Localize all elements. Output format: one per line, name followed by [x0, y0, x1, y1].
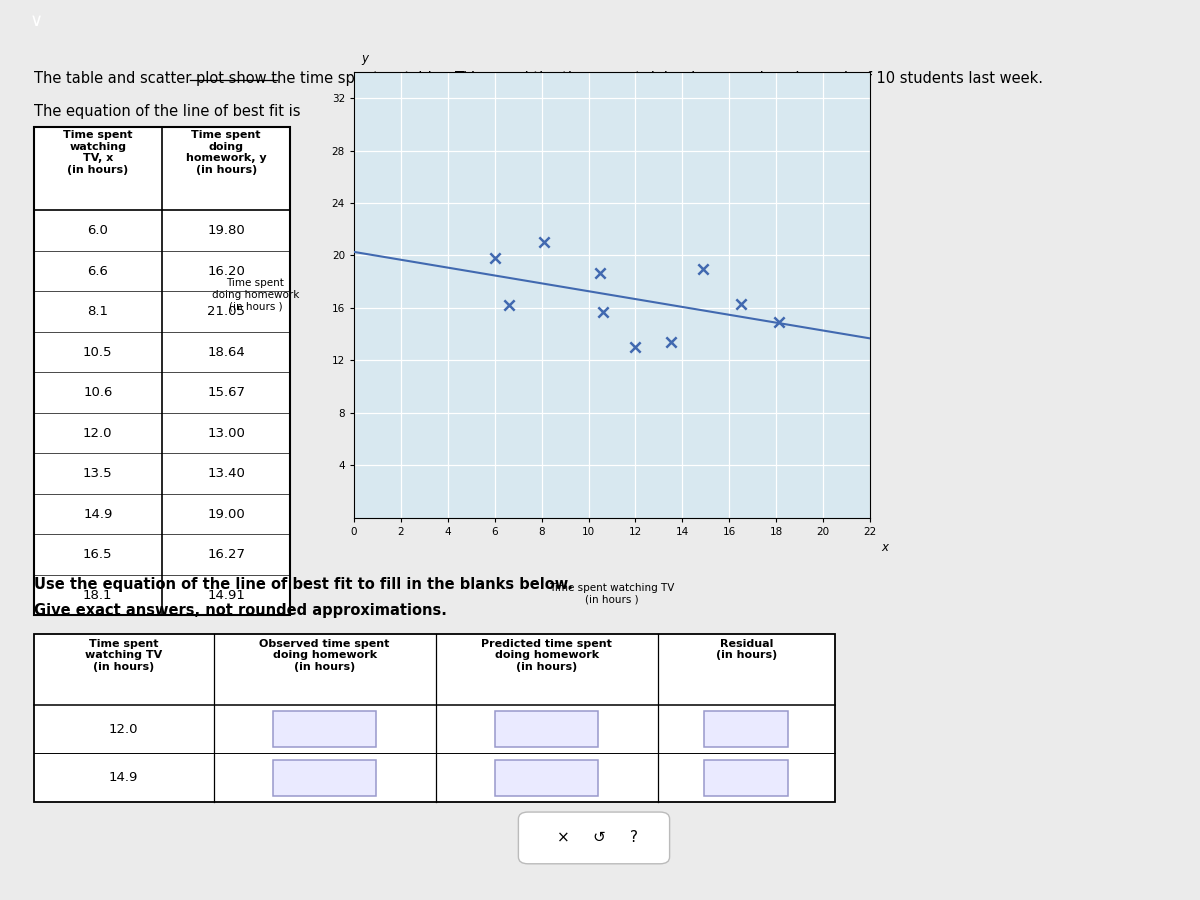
- Text: Time spent
doing
homework, y
(in hours): Time spent doing homework, y (in hours): [186, 130, 266, 175]
- Text: The equation of the line of best fit is: The equation of the line of best fit is: [34, 104, 305, 119]
- FancyBboxPatch shape: [704, 711, 788, 747]
- Text: =−0.3: =−0.3: [415, 104, 463, 119]
- Text: Observed time spent
doing homework
(in hours): Observed time spent doing homework (in h…: [259, 639, 390, 672]
- Text: Use the equation of the line of best fit to fill in the blanks below.: Use the equation of the line of best fit…: [34, 577, 572, 591]
- Text: 12.0: 12.0: [83, 427, 113, 439]
- FancyBboxPatch shape: [496, 711, 598, 747]
- Point: [590, 266, 610, 281]
- Text: 16.27: 16.27: [208, 548, 245, 562]
- Text: 13.40: 13.40: [208, 467, 245, 480]
- Text: 13.00: 13.00: [208, 427, 245, 439]
- Text: The table and scatter plot show the time spent watching TV, x, and the time spen: The table and scatter plot show the time…: [34, 70, 1043, 86]
- FancyBboxPatch shape: [274, 711, 376, 747]
- Text: 10.5: 10.5: [83, 346, 113, 358]
- Text: 18.64: 18.64: [208, 346, 245, 358]
- FancyBboxPatch shape: [496, 760, 598, 796]
- Text: 15.67: 15.67: [208, 386, 245, 399]
- Point: [769, 315, 788, 329]
- Point: [593, 305, 612, 320]
- Point: [626, 340, 646, 355]
- Text: Time spent watching TV
(in hours ): Time spent watching TV (in hours ): [550, 583, 674, 605]
- Text: 12.0: 12.0: [109, 723, 138, 736]
- Point: [694, 261, 713, 275]
- Text: 8.1: 8.1: [88, 305, 108, 318]
- Text: 14.9: 14.9: [83, 508, 113, 521]
- Text: y: y: [361, 52, 368, 66]
- Text: 6.6: 6.6: [88, 265, 108, 277]
- Text: 14.91: 14.91: [208, 589, 245, 602]
- Point: [534, 235, 553, 249]
- Text: 6.0: 6.0: [88, 224, 108, 237]
- FancyBboxPatch shape: [34, 634, 835, 802]
- Text: 16.5: 16.5: [83, 548, 113, 562]
- Text: Time spent
doing homework
(in hours ): Time spent doing homework (in hours ): [212, 278, 299, 311]
- FancyBboxPatch shape: [274, 760, 376, 796]
- FancyBboxPatch shape: [518, 812, 670, 864]
- Text: ?: ?: [630, 831, 637, 845]
- Point: [661, 335, 680, 349]
- Text: 19.80: 19.80: [208, 224, 245, 237]
- Text: ×: ×: [557, 831, 569, 845]
- Text: 18.1: 18.1: [83, 589, 113, 602]
- Text: x: x: [882, 541, 889, 554]
- Text: Give exact answers, not rounded approximations.: Give exact answers, not rounded approxim…: [34, 603, 446, 618]
- FancyBboxPatch shape: [34, 127, 290, 616]
- Text: 21.05: 21.05: [208, 305, 245, 318]
- FancyBboxPatch shape: [704, 760, 788, 796]
- Point: [732, 297, 751, 311]
- Point: [485, 251, 504, 266]
- Text: 14.9: 14.9: [109, 771, 138, 784]
- Text: 10.6: 10.6: [83, 386, 113, 399]
- Text: ↺: ↺: [593, 831, 605, 845]
- Text: ∨: ∨: [30, 12, 43, 30]
- Text: 19.00: 19.00: [208, 508, 245, 521]
- Text: Time spent
watching
TV, x
(in hours): Time spent watching TV, x (in hours): [64, 130, 132, 175]
- Text: Time spent
watching TV
(in hours): Time spent watching TV (in hours): [85, 639, 162, 672]
- Text: 13.5: 13.5: [83, 467, 113, 480]
- Text: y: y: [404, 104, 413, 119]
- Text: 16.20: 16.20: [208, 265, 245, 277]
- Text: x: x: [462, 104, 470, 119]
- Text: Predicted time spent
doing homework
(in hours): Predicted time spent doing homework (in …: [481, 639, 612, 672]
- Text: Residual
(in hours): Residual (in hours): [715, 639, 778, 661]
- Text: +20.27.: +20.27.: [472, 104, 530, 119]
- Point: [499, 298, 518, 312]
